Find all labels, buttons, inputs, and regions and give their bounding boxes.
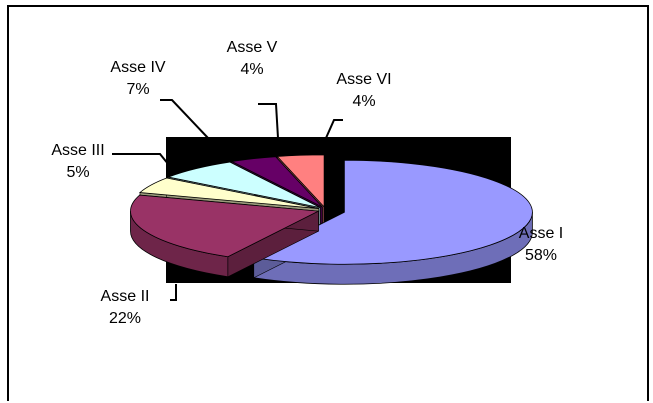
slice-percent-2: 22%	[109, 310, 141, 327]
slice-label-5: Asse V	[227, 39, 278, 56]
pie-slice-1	[252, 159, 533, 285]
leader-line-2	[170, 284, 177, 301]
leader-line-5	[258, 103, 279, 139]
pie-slice-top-4	[166, 161, 321, 209]
pie-slice-top-5	[230, 156, 323, 208]
slice-label-6: Asse VI	[336, 71, 391, 88]
pie-slice-2	[130, 194, 320, 278]
slice-label-3: Asse III	[51, 142, 104, 159]
leader-line-3	[112, 153, 174, 171]
leader-line-4	[160, 99, 209, 139]
leader-lines	[112, 99, 343, 301]
slice-label-2: Asse II	[101, 288, 150, 305]
slice-percent-3: 5%	[66, 164, 89, 181]
leader-line-6	[325, 119, 343, 139]
pie-slice-top-2	[130, 194, 320, 258]
slice-percent-5: 4%	[240, 61, 263, 78]
slice-percent-6: 4%	[352, 93, 375, 110]
pie-slice-top-3	[138, 177, 319, 209]
slice-labels: Asse I 58% Asse II 22% Asse III 5% Asse IV 7% As…	[51, 39, 563, 327]
slice-percent-1: 58%	[525, 247, 557, 264]
pie-slice-top-6	[276, 154, 325, 208]
slices-layer	[130, 154, 533, 285]
pie-slice-top-1	[252, 159, 533, 265]
slice-label-4: Asse IV	[110, 59, 165, 76]
slice-percent-4: 7%	[126, 81, 149, 98]
slice-label-1: Asse I	[519, 225, 563, 242]
